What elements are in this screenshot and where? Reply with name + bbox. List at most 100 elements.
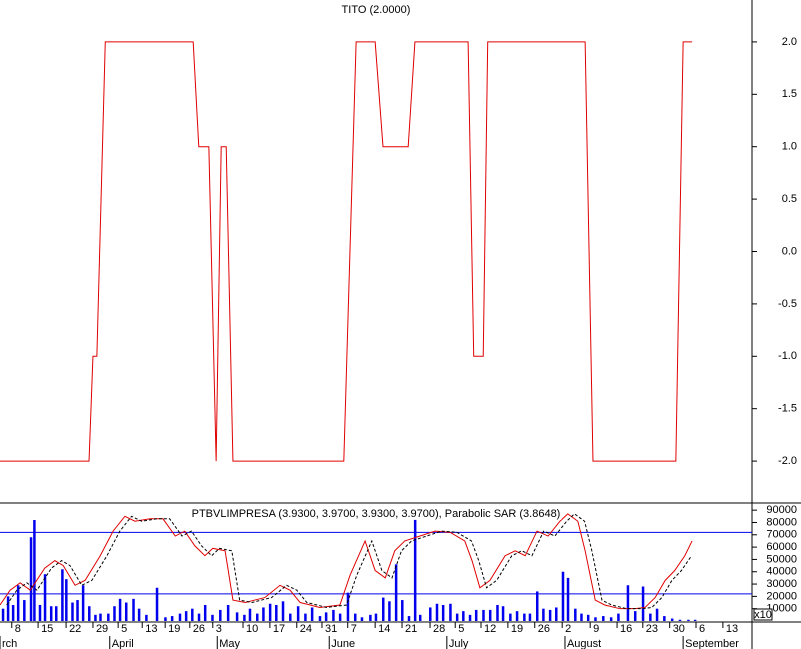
volume-bar: [360, 617, 364, 621]
volume-bar: [649, 613, 652, 621]
volume-bar: [429, 607, 432, 621]
x-tick-label: 22: [69, 623, 81, 635]
volume-bar: [374, 613, 378, 621]
volume-bar: [324, 612, 328, 621]
volume-bar: [482, 609, 485, 621]
volume-bar: [65, 579, 68, 621]
volume-bar: [528, 613, 532, 621]
x-tick-label: 24: [300, 623, 312, 635]
volume-bar: [262, 607, 265, 621]
volume-bar: [164, 617, 167, 621]
volume-bar: [296, 606, 300, 621]
x-tick-label: 5: [121, 623, 127, 635]
volume-bar: [6, 596, 10, 621]
volume-bar: [594, 617, 597, 621]
y-tick-label: 20000: [766, 590, 797, 602]
volume-bar: [496, 604, 499, 621]
volume-bar: [407, 616, 411, 621]
volume-bar: [369, 614, 372, 621]
y-tick-label: 1.0: [782, 141, 797, 153]
title-background: [190, 507, 562, 520]
volume-bar: [281, 601, 285, 621]
y-tick-label: 1.5: [782, 88, 797, 100]
y-tick-label: 50000: [766, 553, 797, 565]
volume-bar: [16, 585, 20, 621]
volume-bar: [449, 603, 452, 621]
volume-bar: [54, 606, 58, 621]
volume-bar: [462, 611, 465, 621]
y-tick-label: 80000: [766, 516, 797, 528]
volume-bar: [107, 613, 110, 621]
volume-bar: [38, 604, 42, 621]
x-tick-label: 17: [273, 623, 285, 635]
volume-bar: [455, 613, 459, 621]
volume-bar: [535, 591, 539, 621]
sar-line: [6, 513, 692, 610]
x-tick-label: 26: [193, 623, 205, 635]
volume-bar: [388, 601, 391, 621]
volume-bar: [33, 520, 36, 621]
volume-bar: [118, 598, 122, 621]
x-tick-label: 26: [538, 623, 550, 635]
volume-bar: [203, 604, 207, 621]
volume-bar: [99, 613, 102, 621]
volume-bar: [418, 614, 422, 621]
volume-bar: [474, 609, 478, 621]
volume-bar: [81, 585, 85, 621]
panel: 1000020000300004000050000600007000080000…: [0, 504, 797, 649]
volume-bar: [381, 597, 385, 621]
volume-bar: [275, 604, 278, 621]
unit-box: [753, 608, 773, 621]
y-tick-label: 0.5: [782, 193, 797, 205]
x-tick-label: 8: [15, 623, 21, 635]
x-tick-label: 6: [699, 623, 705, 635]
volume-bar: [617, 613, 620, 621]
y-tick-label: 2.0: [782, 36, 797, 48]
month-label: August: [567, 638, 601, 649]
x-tick-label: 19: [168, 623, 180, 635]
volume-bar: [515, 611, 519, 621]
volume-bar: [88, 606, 91, 621]
volume-bar: [468, 614, 472, 621]
y-tick-label: 40000: [766, 566, 797, 578]
volume-bar: [226, 604, 230, 621]
y-tick-label: 60000: [766, 541, 797, 553]
volume-bar: [542, 608, 545, 621]
volume-bar: [137, 608, 141, 621]
volume-bar: [602, 616, 605, 621]
volume-bar: [145, 614, 148, 621]
volume-bar: [310, 607, 314, 621]
line: [0, 41, 693, 462]
volume-bar: [401, 600, 404, 621]
volume-bar: [678, 619, 682, 621]
x-tick-label: 16: [620, 623, 632, 635]
y-tick-label: 10000: [766, 603, 797, 615]
volume-bar: [113, 606, 116, 621]
month-label: rch: [2, 638, 17, 649]
volume-bar: [346, 592, 350, 621]
volume-bar: [248, 608, 252, 621]
volume-bar: [509, 613, 512, 621]
plot-area: [0, 512, 752, 621]
unit-label: x10: [754, 609, 772, 621]
x-tick-label: 12: [484, 623, 496, 635]
volume-bar: [574, 608, 577, 621]
volume-bar: [132, 598, 135, 621]
volume-bar: [76, 600, 79, 621]
month-label: July: [449, 638, 469, 649]
month-label: April: [112, 638, 134, 649]
x-tick-label: 19: [511, 623, 523, 635]
volume-bar: [586, 614, 590, 621]
volume-bar: [663, 616, 666, 621]
y-tick-label: 30000: [766, 578, 797, 590]
volume-bar: [11, 604, 15, 621]
panel: 2.0 1.5 1.0 0.5 0.0 -0.5 -1.0 -1.5 -2.0 TITO (2.0…: [0, 4, 797, 467]
x-tick-label: 31: [325, 623, 337, 635]
volume-bar: [256, 613, 259, 621]
volume-bar: [49, 606, 53, 621]
y-tick-label: -0.5: [778, 298, 797, 310]
volume-bar: [488, 609, 492, 621]
volume-bar: [555, 607, 558, 621]
volume-bar: [178, 613, 182, 621]
